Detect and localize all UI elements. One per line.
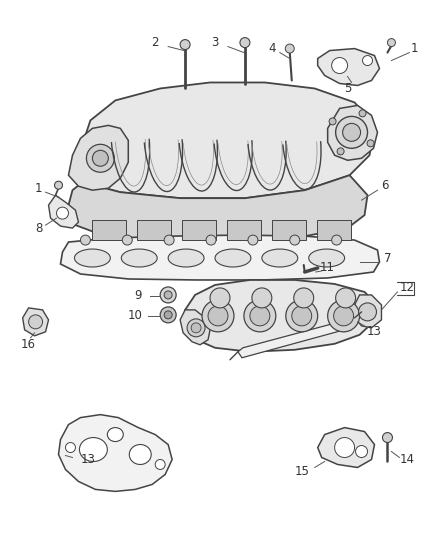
Text: 6: 6 — [381, 179, 388, 192]
Polygon shape — [328, 106, 378, 160]
Circle shape — [66, 442, 75, 453]
Text: 5: 5 — [344, 82, 351, 95]
Circle shape — [336, 116, 367, 148]
Circle shape — [206, 235, 216, 245]
Polygon shape — [180, 310, 210, 345]
Circle shape — [359, 110, 366, 117]
Circle shape — [86, 144, 114, 172]
Ellipse shape — [107, 427, 124, 441]
Ellipse shape — [168, 249, 204, 267]
Circle shape — [363, 55, 372, 66]
Circle shape — [187, 319, 205, 337]
Circle shape — [160, 307, 176, 323]
Circle shape — [160, 287, 176, 303]
Ellipse shape — [79, 438, 107, 462]
Circle shape — [334, 306, 353, 326]
Text: 14: 14 — [400, 453, 415, 466]
Circle shape — [332, 58, 348, 74]
Circle shape — [294, 288, 314, 308]
Circle shape — [290, 235, 300, 245]
Text: 9: 9 — [134, 289, 142, 302]
Circle shape — [343, 123, 360, 141]
Circle shape — [164, 235, 174, 245]
Circle shape — [210, 288, 230, 308]
Circle shape — [336, 288, 356, 308]
Text: 16: 16 — [21, 338, 36, 351]
Text: 4: 4 — [268, 42, 276, 55]
Polygon shape — [182, 280, 378, 352]
Polygon shape — [355, 295, 381, 328]
Text: 2: 2 — [152, 36, 159, 49]
Circle shape — [328, 300, 360, 332]
Circle shape — [285, 44, 294, 53]
Polygon shape — [318, 427, 374, 467]
Text: 7: 7 — [384, 252, 391, 264]
Circle shape — [244, 300, 276, 332]
Polygon shape — [75, 83, 374, 198]
Circle shape — [286, 300, 318, 332]
Polygon shape — [23, 308, 49, 336]
Circle shape — [164, 291, 172, 299]
Circle shape — [54, 181, 63, 189]
Circle shape — [335, 438, 355, 457]
Polygon shape — [227, 220, 261, 240]
Polygon shape — [68, 175, 367, 243]
Ellipse shape — [309, 249, 345, 267]
Circle shape — [164, 311, 172, 319]
Circle shape — [248, 235, 258, 245]
Polygon shape — [49, 195, 78, 228]
Circle shape — [122, 235, 132, 245]
Polygon shape — [92, 220, 126, 240]
Ellipse shape — [74, 249, 110, 267]
Ellipse shape — [215, 249, 251, 267]
Circle shape — [252, 288, 272, 308]
Polygon shape — [60, 235, 379, 280]
Circle shape — [208, 306, 228, 326]
Polygon shape — [182, 220, 216, 240]
Polygon shape — [68, 125, 128, 190]
Circle shape — [382, 433, 392, 442]
Text: 8: 8 — [35, 222, 42, 235]
Circle shape — [81, 235, 90, 245]
Text: 12: 12 — [400, 281, 415, 294]
Circle shape — [240, 38, 250, 47]
Ellipse shape — [121, 249, 157, 267]
Circle shape — [388, 38, 396, 46]
Circle shape — [155, 459, 165, 470]
Circle shape — [92, 150, 108, 166]
Polygon shape — [238, 318, 357, 358]
Text: 13: 13 — [81, 453, 96, 466]
Text: 1: 1 — [411, 42, 418, 55]
Circle shape — [329, 118, 336, 125]
Text: 13: 13 — [367, 325, 382, 338]
Text: 3: 3 — [211, 36, 219, 49]
Circle shape — [292, 306, 312, 326]
Circle shape — [57, 207, 68, 219]
Polygon shape — [318, 49, 379, 85]
Circle shape — [191, 323, 201, 333]
Circle shape — [356, 446, 367, 457]
Text: 15: 15 — [294, 465, 309, 478]
Text: 11: 11 — [320, 262, 335, 274]
Circle shape — [337, 148, 344, 155]
Circle shape — [367, 140, 374, 147]
Polygon shape — [137, 220, 171, 240]
Text: 1: 1 — [35, 182, 42, 195]
Circle shape — [28, 315, 42, 329]
Circle shape — [202, 300, 234, 332]
Polygon shape — [272, 220, 306, 240]
Polygon shape — [317, 220, 350, 240]
Circle shape — [250, 306, 270, 326]
Ellipse shape — [129, 445, 151, 464]
Ellipse shape — [262, 249, 298, 267]
Circle shape — [180, 39, 190, 50]
Circle shape — [359, 303, 377, 321]
Polygon shape — [59, 415, 172, 491]
Text: 10: 10 — [128, 309, 143, 322]
Circle shape — [332, 235, 342, 245]
